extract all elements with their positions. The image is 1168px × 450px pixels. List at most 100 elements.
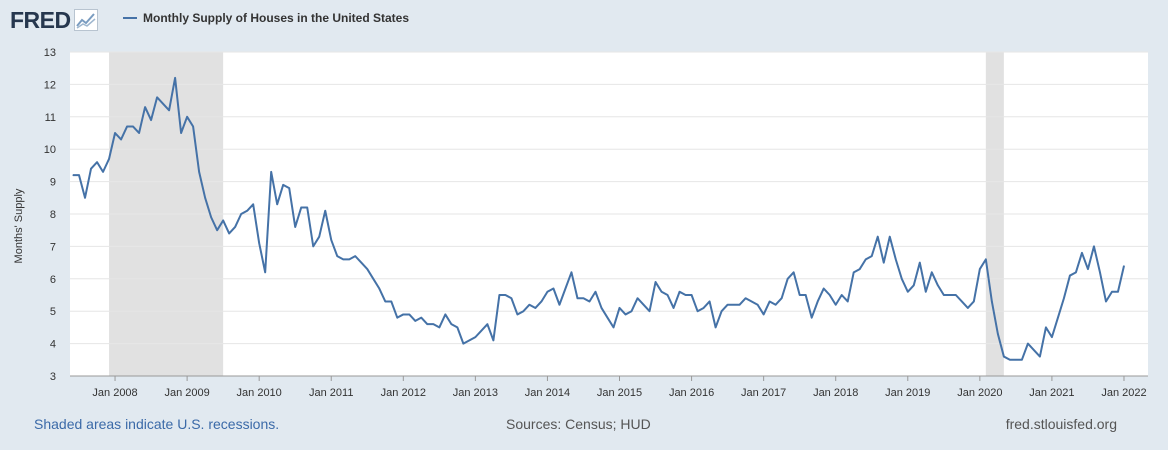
data-point: [192, 125, 194, 128]
x-tick-label: Jan 2013: [453, 387, 498, 399]
data-point: [769, 300, 771, 303]
data-point: [829, 294, 831, 296]
data-point: [234, 226, 236, 228]
data-point: [1045, 326, 1047, 328]
data-point: [144, 106, 146, 108]
data-point: [270, 171, 272, 173]
data-point: [805, 294, 807, 296]
x-tick-label: Jan 2017: [741, 387, 786, 399]
data-point: [696, 310, 699, 312]
data-point: [600, 307, 603, 309]
data-point: [889, 236, 891, 238]
data-point: [1015, 359, 1017, 361]
y-tick-label: 12: [44, 79, 56, 91]
data-point: [865, 258, 867, 260]
data-point: [955, 294, 957, 296]
y-axis-ticks: 3 4 5 6 7 8 9 10 11 12 13: [44, 47, 56, 383]
data-point: [925, 291, 927, 293]
data-point: [528, 304, 531, 306]
data-point: [630, 310, 633, 312]
x-tick-label: Jan 2019: [885, 387, 930, 399]
data-point: [108, 158, 110, 160]
data-point: [745, 297, 747, 299]
data-point: [348, 258, 350, 260]
data-point: [937, 284, 939, 286]
data-point: [979, 268, 981, 270]
data-point: [468, 339, 470, 341]
data-point: [684, 294, 687, 296]
data-point: [84, 197, 86, 199]
data-point: [162, 103, 164, 105]
data-point: [943, 294, 945, 296]
data-point: [973, 300, 975, 303]
legend-swatch: [123, 17, 137, 19]
data-point: [564, 287, 567, 290]
data-point: [612, 326, 615, 328]
data-point: [588, 300, 591, 303]
data-point: [654, 281, 657, 283]
data-point: [1099, 271, 1101, 273]
data-point: [757, 304, 759, 306]
x-tick-label: Jan 2022: [1101, 387, 1146, 399]
data-point: [534, 307, 537, 309]
data-point: [444, 313, 446, 316]
data-point: [396, 317, 398, 319]
x-tick-label: Jan 2010: [237, 387, 282, 399]
data-point: [216, 229, 218, 231]
data-point: [510, 297, 513, 299]
data-point: [702, 307, 705, 309]
data-point: [240, 213, 242, 215]
data-point: [186, 116, 188, 118]
data-point: [378, 287, 380, 290]
data-point: [1027, 343, 1029, 345]
chart-legend[interactable]: Monthly Supply of Houses in the United S…: [123, 11, 409, 25]
data-point: [787, 278, 789, 280]
data-point: [546, 291, 549, 293]
fred-logo-text: FRED: [10, 6, 71, 33]
data-point: [991, 300, 993, 303]
data-point: [264, 271, 266, 273]
data-point: [847, 300, 849, 303]
data-point: [120, 138, 122, 141]
site-link[interactable]: fred.stlouisfed.org: [1005, 416, 1117, 432]
series-line[interactable]: [73, 76, 1125, 361]
data-point: [1075, 271, 1077, 273]
data-point: [402, 313, 404, 316]
data-point: [462, 343, 464, 345]
data-point: [198, 171, 200, 173]
data-point: [126, 125, 128, 128]
data-point: [474, 336, 476, 338]
data-point: [1111, 291, 1113, 293]
data-point: [180, 132, 182, 134]
data-point: [763, 313, 765, 316]
data-point: [799, 294, 801, 296]
data-point: [907, 291, 909, 293]
data-point: [859, 268, 861, 270]
data-point: [901, 278, 903, 280]
data-point: [1081, 252, 1083, 254]
y-tick-label: 5: [50, 306, 56, 318]
line-chart[interactable]: 3 4 5 6 7 8 9 10 11 12 13 Jan 2008 Jan 2009 Jan 2010…: [0, 40, 1168, 416]
data-point: [823, 287, 825, 290]
line-chart-icon: [73, 9, 98, 31]
data-point: [1039, 355, 1041, 358]
data-point: [949, 294, 951, 296]
data-point: [660, 291, 663, 293]
data-point: [642, 304, 645, 306]
series-points: [72, 77, 1125, 361]
x-tick-label: Jan 2008: [92, 387, 137, 399]
data-point: [618, 307, 621, 309]
data-point: [168, 109, 170, 111]
data-point: [522, 310, 525, 312]
data-point: [727, 304, 729, 306]
data-point: [961, 300, 963, 303]
data-point: [384, 300, 386, 303]
data-point: [426, 323, 428, 325]
fred-logo[interactable]: FRED: [10, 5, 98, 35]
data-point: [733, 304, 735, 306]
data-point: [835, 304, 837, 306]
data-point: [228, 232, 230, 235]
data-point: [877, 236, 879, 238]
data-point: [360, 262, 362, 264]
data-point: [342, 258, 344, 260]
